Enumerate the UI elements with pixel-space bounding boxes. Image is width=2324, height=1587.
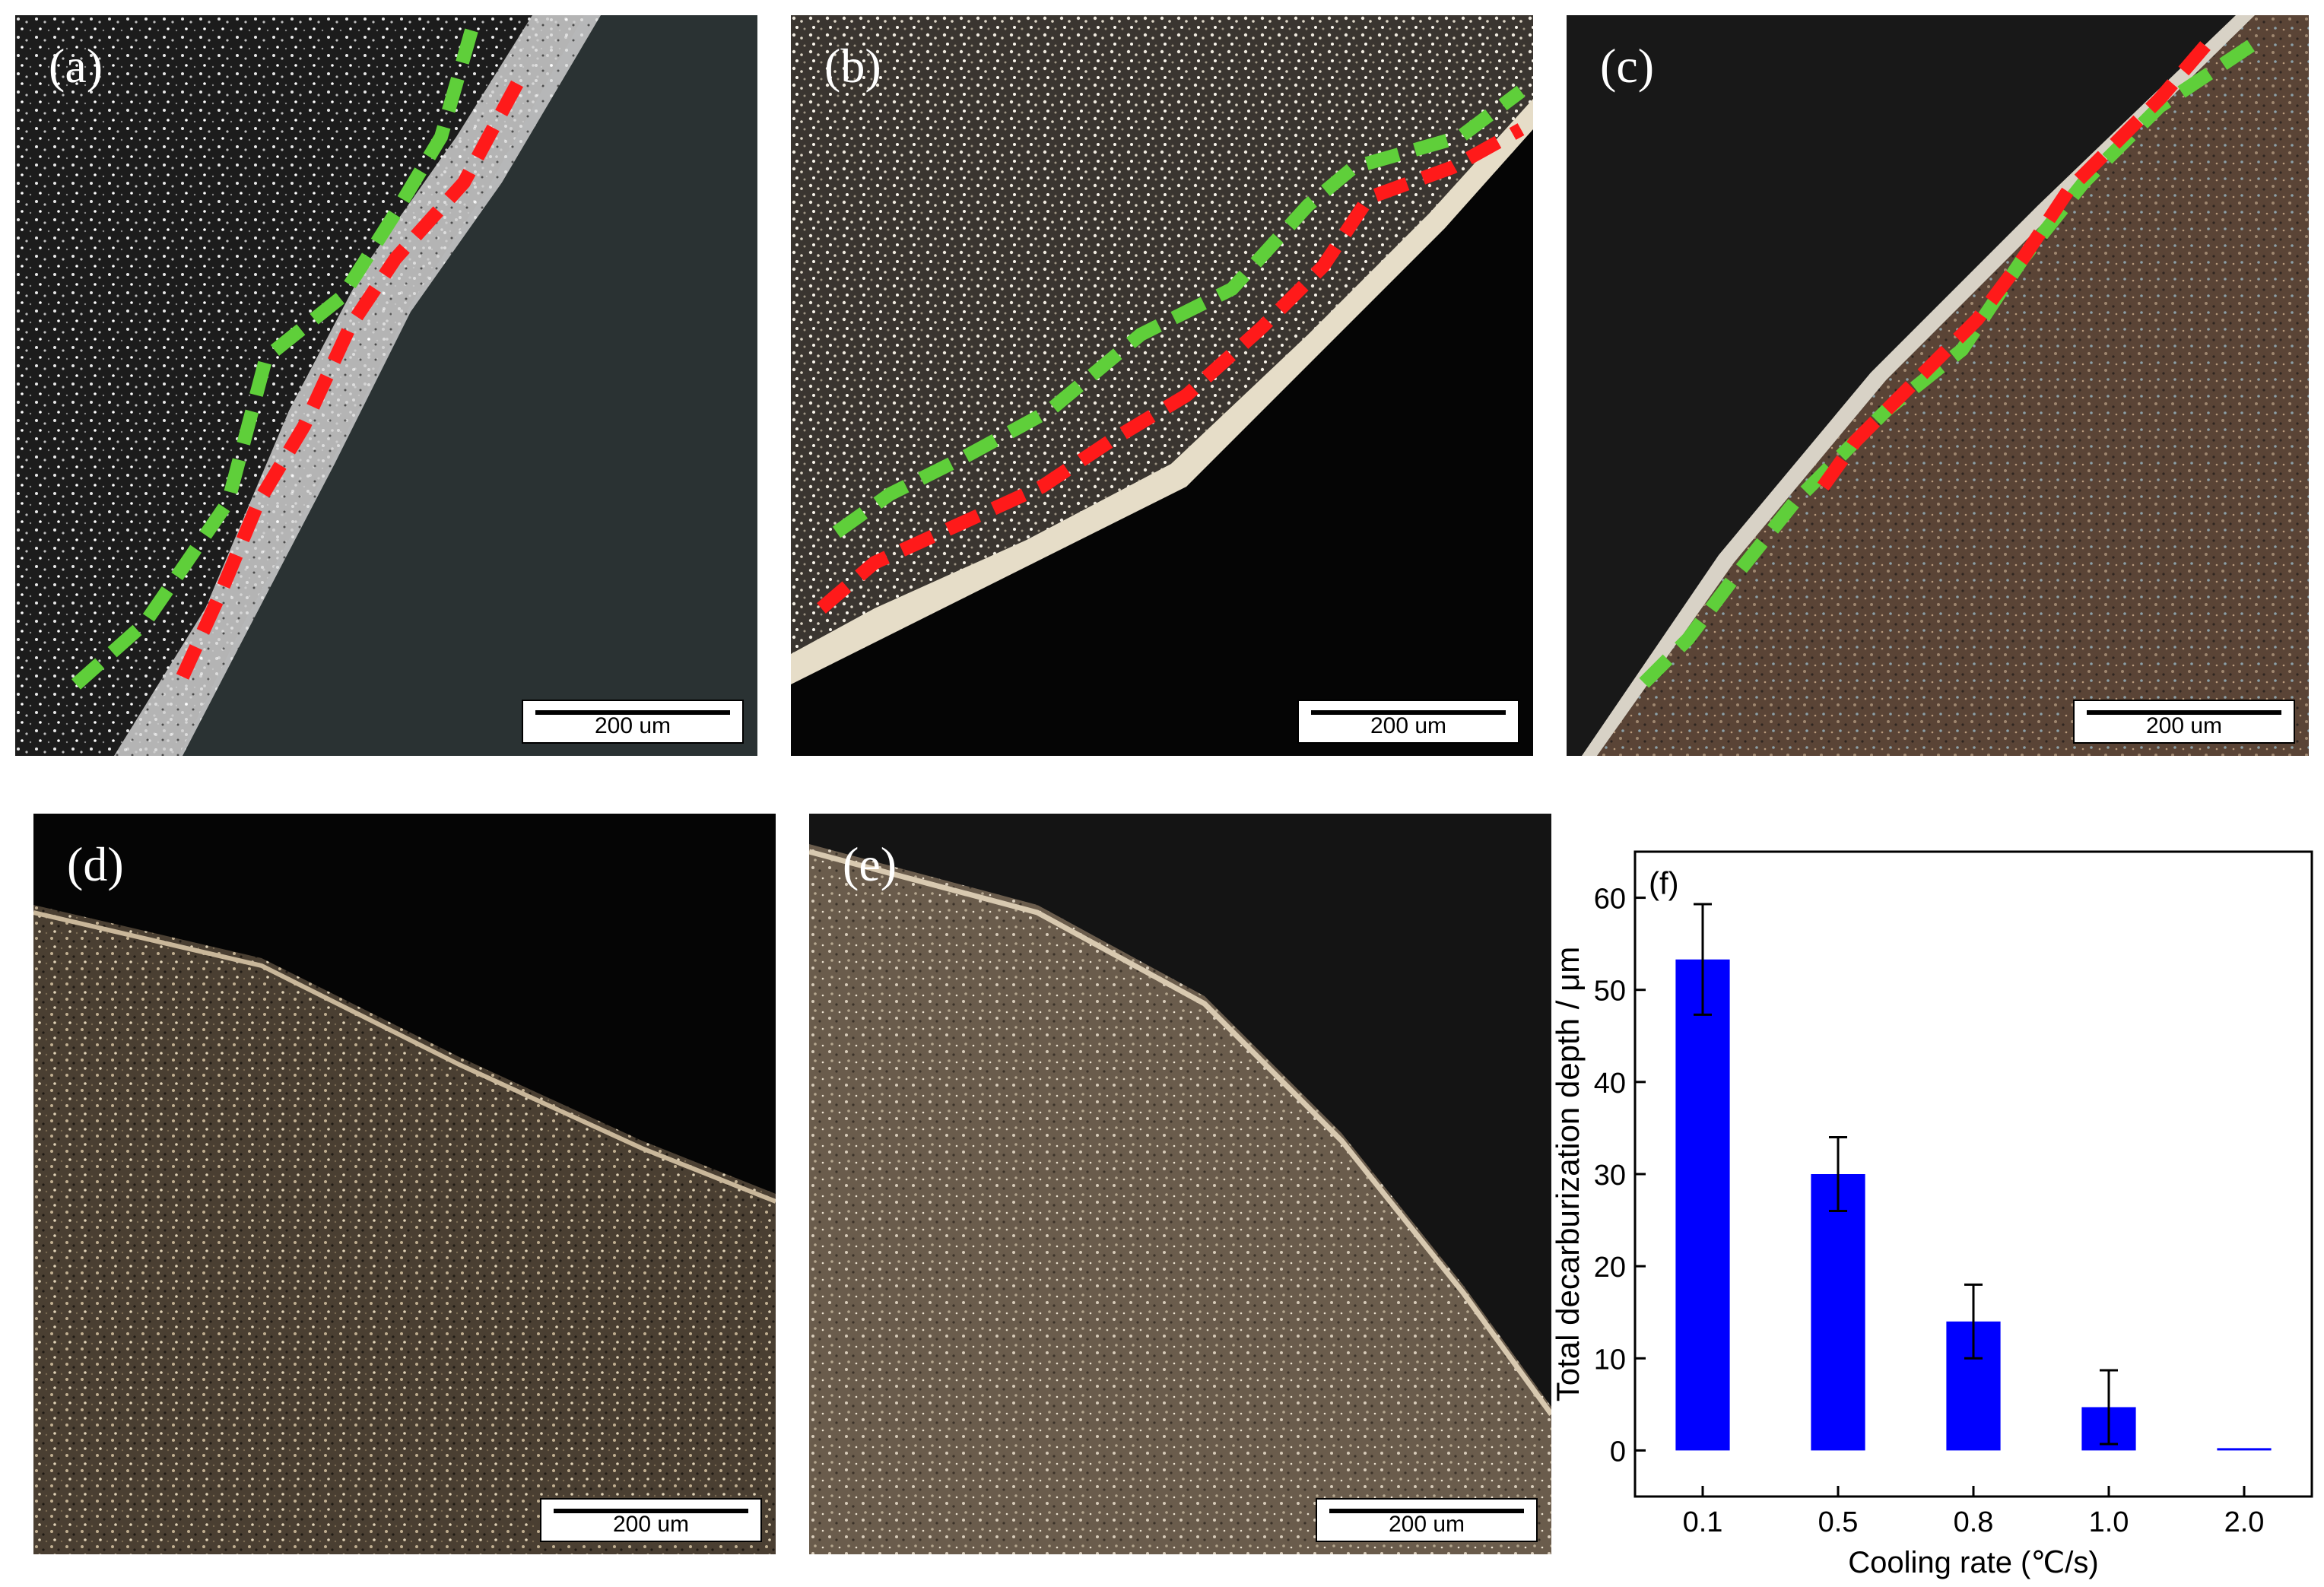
- micrograph-e: (e) 200 um: [809, 814, 1551, 1554]
- bar-2.0: [2217, 1448, 2272, 1451]
- x-tick-label: 0.8: [1954, 1506, 1994, 1538]
- bar-0.1: [1675, 959, 1730, 1451]
- bar-0.5: [1811, 1174, 1865, 1451]
- micrograph-d-image: [33, 814, 776, 1554]
- x-axis-label: Cooling rate (℃/s): [1848, 1546, 2098, 1579]
- micrograph-e-image: [809, 814, 1551, 1554]
- micrograph-b-image: [791, 15, 1533, 756]
- y-tick-label: 50: [1594, 976, 1626, 1008]
- scale-bar-line: [2087, 710, 2281, 715]
- micrograph-b: (b) 200 um: [791, 15, 1533, 756]
- y-axis-label: Total decarburization depth / μm: [1551, 947, 1586, 1402]
- bar-layer: [1675, 903, 2272, 1451]
- micrograph-c-image: [1567, 15, 2309, 756]
- scale-bar-line: [554, 1509, 748, 1513]
- scale-bar-c: 200 um: [2073, 700, 2295, 744]
- micrograph-c: (c) 200 um: [1567, 15, 2309, 756]
- total-boundary-a: [176, 80, 523, 680]
- surface-edge-e: [809, 849, 1551, 1417]
- scale-bar-text: 200 um: [612, 1512, 690, 1537]
- scale-bar-b: 200 um: [1297, 700, 1519, 744]
- ferrite-boundary-b: [832, 85, 1526, 538]
- micrograph-d: (d) 200 um: [33, 814, 776, 1554]
- axis-layer: 0 10 20 30 40 50 60 0.1 0.5 0.8 1.0 2.0: [1594, 884, 2265, 1538]
- total-boundary-b: [817, 123, 1525, 614]
- micrograph-a-image: [15, 15, 757, 756]
- y-tick-label: 40: [1594, 1068, 1626, 1100]
- y-tick-label: 60: [1594, 884, 1626, 916]
- surface-edge-d: [33, 910, 776, 1204]
- scale-bar-text: 200 um: [1370, 713, 1447, 738]
- y-tick-label: 30: [1594, 1160, 1626, 1192]
- ferrite-boundary-a: [71, 28, 478, 690]
- panel-label-f: (f): [1649, 865, 1679, 901]
- x-tick-label: 2.0: [2224, 1506, 2265, 1538]
- panel-label-b: (b): [824, 39, 881, 93]
- scale-bar-a: 200 um: [522, 700, 744, 744]
- scale-bar-e: 200 um: [1316, 1498, 1538, 1542]
- scale-bar-line: [1329, 1509, 1524, 1513]
- y-tick-label: 0: [1610, 1436, 1626, 1468]
- panel-label-c: (c): [1600, 39, 1655, 93]
- x-tick-label: 0.1: [1683, 1506, 1723, 1538]
- scale-bar-text: 200 um: [1388, 1512, 1465, 1537]
- y-tick-label: 10: [1594, 1344, 1626, 1376]
- panel-label-a: (a): [49, 39, 103, 93]
- scale-bar-text: 200 um: [594, 713, 671, 738]
- bar-chart-f: 0 10 20 30 40 50 60 0.1 0.5 0.8 1.0 2.0 (f) Total d…: [1550, 844, 2324, 1583]
- x-tick-label: 1.0: [2089, 1506, 2129, 1538]
- panel-label-e: (e): [843, 837, 897, 891]
- panel-label-d: (d): [67, 837, 124, 891]
- scale-bar-text: 200 um: [2145, 713, 2223, 738]
- bar-chart-svg: 0 10 20 30 40 50 60 0.1 0.5 0.8 1.0 2.0 (f) Total d…: [1550, 850, 2313, 1579]
- scale-bar-line: [1311, 710, 1506, 715]
- x-tick-label: 0.5: [1818, 1506, 1859, 1538]
- y-tick-label: 20: [1594, 1252, 1626, 1284]
- micrograph-a: (a) 200 um: [15, 15, 757, 756]
- total-boundary-c: [1811, 41, 2211, 499]
- scale-bar-d: 200 um: [540, 1498, 762, 1542]
- scale-bar-line: [535, 710, 730, 715]
